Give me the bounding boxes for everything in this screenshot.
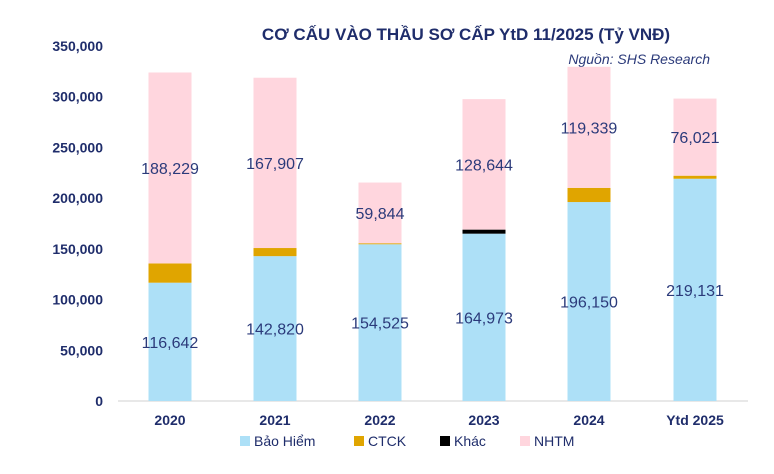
data-label: 76,021 — [671, 130, 720, 147]
data-label: 219,131 — [666, 283, 724, 300]
bar-Bảo Hiểm-2023 — [462, 233, 506, 401]
data-label: 188,229 — [141, 161, 199, 178]
legend-label: CTCK — [368, 433, 407, 449]
x-tick-label: Ytd 2025 — [666, 412, 724, 428]
bar-Bảo Hiểm-2022 — [358, 244, 402, 401]
bar-CTCK-2022 — [358, 243, 402, 245]
legend-label: Khác — [454, 433, 486, 449]
legend-label: Bảo Hiểm — [254, 433, 315, 449]
data-label: 116,642 — [142, 335, 199, 352]
bar-NHTM-2023 — [462, 99, 506, 230]
y-tick-label: 200,000 — [52, 190, 103, 206]
legend-swatch — [240, 436, 250, 446]
y-tick-label: 300,000 — [52, 89, 103, 105]
bar-Bảo Hiểm-Ytd 2025 — [673, 178, 717, 401]
bar-CTCK-Ytd 2025 — [673, 175, 717, 179]
x-tick-label: 2021 — [259, 412, 290, 428]
bar-CTCK-2024 — [567, 187, 611, 203]
y-tick-label: 250,000 — [52, 139, 103, 155]
bar-CTCK-2020 — [148, 263, 192, 283]
data-label: 128,644 — [455, 157, 513, 174]
y-tick-label: 100,000 — [52, 292, 103, 308]
y-tick-label: 150,000 — [52, 241, 103, 257]
data-label: 142,820 — [246, 322, 304, 339]
bar-NHTM-2021 — [253, 77, 297, 249]
x-tick-label: 2020 — [154, 412, 185, 428]
legend-label: NHTM — [534, 433, 574, 449]
data-label: 59,844 — [356, 206, 405, 223]
data-label: 167,907 — [246, 156, 304, 173]
data-label: 196,150 — [560, 295, 618, 312]
y-tick-label: 350,000 — [52, 38, 103, 54]
data-label: 154,525 — [351, 316, 409, 333]
data-label: 119,339 — [561, 120, 618, 137]
bar-NHTM-Ytd 2025 — [673, 98, 717, 176]
x-tick-label: 2023 — [468, 412, 499, 428]
legend-swatch — [520, 436, 530, 446]
x-tick-label: 2024 — [573, 412, 604, 428]
data-label: 164,973 — [455, 310, 513, 327]
bar-NHTM-2020 — [148, 72, 192, 264]
legend-swatch — [440, 436, 450, 446]
bar-CTCK-2021 — [253, 248, 297, 257]
bar-Bảo Hiểm-2021 — [253, 256, 297, 401]
bar-NHTM-2024 — [567, 66, 611, 188]
chart-source: Nguồn: SHS Research — [568, 51, 710, 67]
bar-NHTM-2022 — [358, 182, 402, 244]
y-tick-label: 50,000 — [60, 342, 103, 358]
chart-title: CƠ CẤU VÀO THẦU SƠ CẤP YtD 11/2025 (Tỷ V… — [262, 25, 670, 44]
bar-Bảo Hiểm-2020 — [148, 282, 192, 401]
bar-Khác-2023 — [462, 229, 506, 234]
legend-swatch — [354, 436, 364, 446]
bar-Bảo Hiểm-2024 — [567, 202, 611, 401]
x-tick-label: 2022 — [364, 412, 395, 428]
y-tick-label: 0 — [95, 393, 103, 409]
